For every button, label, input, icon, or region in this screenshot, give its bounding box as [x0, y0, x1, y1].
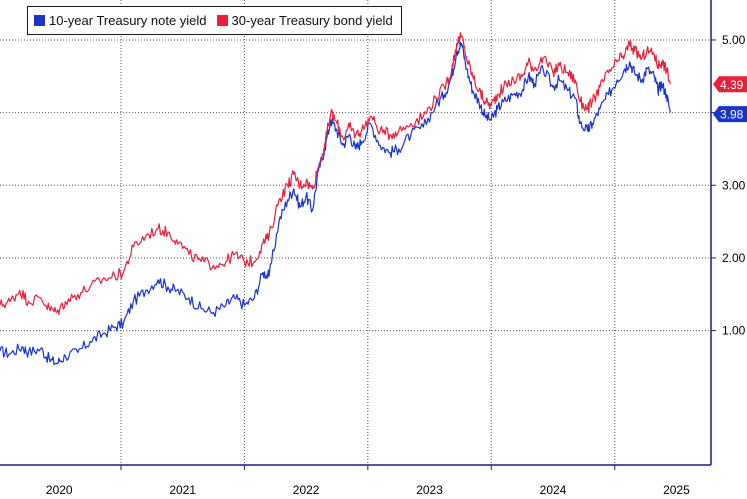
legend-swatch-30y: [216, 15, 228, 26]
legend-swatch-10y: [34, 15, 45, 26]
legend-label-10y: 10-year Treasury note yield: [49, 13, 207, 28]
value-tag-bg: [713, 106, 747, 123]
x-tick-label: 2020: [46, 483, 73, 497]
y-tick-label: 1.00: [722, 324, 746, 338]
x-tick-label: 2022: [293, 483, 320, 497]
x-axis-ticks: 2020 2021 2022 2023 2024 2025: [46, 465, 690, 497]
last-value-tag-0: 3.98: [713, 106, 747, 123]
legend-item-30y: 30-year Treasury bond yield: [216, 13, 393, 28]
x-tick-label: 2025: [663, 483, 690, 497]
value-tag-bg: [713, 76, 747, 93]
x-tick-label: 2024: [540, 483, 567, 497]
value-tag-label: 3.98: [720, 108, 744, 122]
x-tick-label: 2023: [416, 483, 443, 497]
legend-label-30y: 30-year Treasury bond yield: [231, 13, 393, 28]
legend-item-10y: 10-year Treasury note yield: [34, 13, 207, 28]
series-line-0: [0, 41, 671, 366]
y-tick-label: 5.00: [722, 33, 746, 47]
y-tick-label: 2.00: [722, 251, 746, 265]
last-value-tags: 3.98 4.39: [713, 76, 747, 123]
gridlines: [0, 0, 711, 465]
series-line-1: [0, 32, 671, 315]
x-tick-label: 2021: [169, 483, 196, 497]
chart-legend: 10-year Treasury note yield 30-year Trea…: [27, 6, 402, 35]
last-value-tag-1: 4.39: [713, 76, 747, 93]
y-tick-label: 3.00: [722, 178, 746, 192]
series-lines: [0, 32, 671, 366]
value-tag-label: 4.39: [720, 78, 744, 92]
